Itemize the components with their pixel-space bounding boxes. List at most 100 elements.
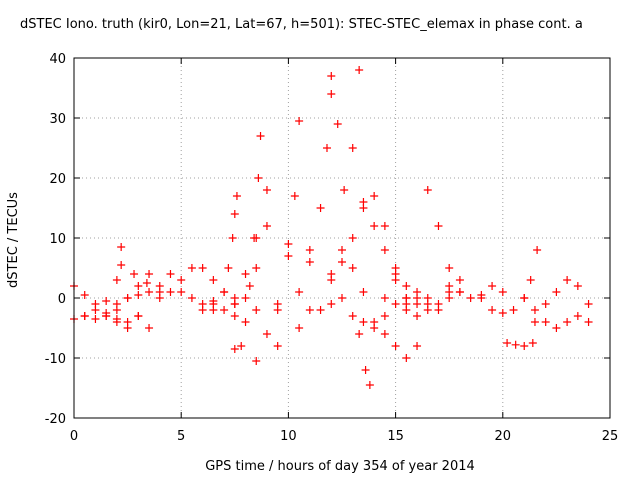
data-point: [241, 294, 250, 302]
data-point: [209, 297, 218, 305]
data-point: [198, 264, 207, 272]
data-point: [252, 306, 261, 314]
data-point: [209, 276, 218, 284]
data-point: [130, 270, 139, 278]
data-point: [145, 288, 154, 296]
data-point: [295, 117, 304, 125]
data-point: [541, 300, 550, 308]
series-23: [503, 339, 537, 350]
series-14: [284, 66, 364, 278]
data-point: [359, 288, 368, 296]
data-point: [402, 306, 411, 314]
y-axis-label: dSTEC / TECUs: [6, 192, 21, 288]
data-point: [273, 306, 282, 314]
data-point: [241, 318, 250, 326]
series-13: [273, 282, 454, 350]
data-point: [338, 246, 346, 254]
data-point: [477, 291, 486, 299]
data-point: [228, 234, 237, 242]
data-point: [187, 294, 196, 302]
data-point: [455, 276, 464, 284]
x-tick-label: 15: [387, 429, 404, 444]
data-point: [533, 246, 542, 254]
data-point: [423, 300, 432, 308]
data-point: [80, 291, 89, 299]
data-point: [541, 318, 550, 326]
data-point: [232, 192, 241, 200]
x-tick-label: 25: [602, 429, 619, 444]
data-point: [198, 306, 207, 314]
data-point: [142, 279, 151, 287]
data-point: [327, 300, 336, 308]
data-point: [563, 276, 572, 284]
x-tick-label: 10: [280, 429, 297, 444]
data-point: [327, 72, 336, 80]
data-point: [112, 300, 121, 308]
data-point: [348, 144, 357, 152]
data-point: [359, 318, 368, 326]
data-point: [413, 342, 422, 350]
data-point: [123, 324, 132, 332]
series-20: [391, 264, 486, 308]
data-point: [402, 294, 411, 302]
data-point: [466, 294, 475, 302]
data-point: [155, 294, 164, 302]
data-point: [134, 282, 143, 290]
data-point: [262, 330, 271, 338]
data-point: [295, 288, 304, 296]
data-point: [488, 282, 497, 290]
data-point: [391, 276, 400, 284]
data-point: [370, 318, 379, 326]
data-point: [338, 258, 346, 266]
data-point: [237, 342, 246, 350]
series-18: [359, 198, 464, 314]
data-point: [145, 324, 154, 332]
data-point: [166, 288, 175, 296]
data-point: [322, 144, 331, 152]
data-point: [563, 318, 572, 326]
data-point: [91, 315, 100, 323]
data-point: [338, 294, 346, 302]
data-point: [380, 312, 389, 320]
data-point: [177, 288, 186, 296]
series-12: [230, 90, 336, 320]
data-point: [220, 306, 229, 314]
data-point: [391, 300, 400, 308]
y-tick-label: -20: [45, 412, 66, 427]
data-point: [254, 174, 263, 182]
data-point: [552, 324, 561, 332]
data-point: [80, 312, 89, 320]
series-0: [70, 243, 126, 323]
data-point: [348, 312, 357, 320]
series-21: [413, 186, 507, 302]
data-point: [391, 342, 400, 350]
data-point: [166, 270, 175, 278]
data-point: [503, 339, 512, 347]
data-point: [520, 294, 529, 302]
data-point: [290, 192, 299, 200]
data-point: [573, 312, 582, 320]
data-point: [380, 330, 389, 338]
data-point: [327, 90, 336, 98]
data-point: [380, 294, 389, 302]
y-tick-label: 30: [49, 112, 66, 127]
data-point: [498, 288, 507, 296]
data-point: [245, 282, 254, 290]
series-5: [117, 261, 164, 296]
data-point: [528, 339, 537, 347]
data-point: [434, 300, 443, 308]
series-24: [530, 276, 593, 326]
axis-ticks: 0 5 10 15 20 25 -20 -10 0 10 20 30 40: [45, 52, 619, 444]
series-10: [252, 117, 304, 365]
y-tick-label: -10: [45, 352, 66, 367]
data-point: [333, 120, 342, 128]
data-point: [355, 66, 364, 74]
data-point: [498, 309, 507, 317]
data-point: [123, 294, 132, 302]
x-tick-label: 20: [495, 429, 512, 444]
data-point: [117, 243, 126, 251]
data-point: [445, 264, 454, 272]
data-point: [305, 246, 314, 254]
data-point: [295, 324, 304, 332]
data-point: [584, 318, 593, 326]
